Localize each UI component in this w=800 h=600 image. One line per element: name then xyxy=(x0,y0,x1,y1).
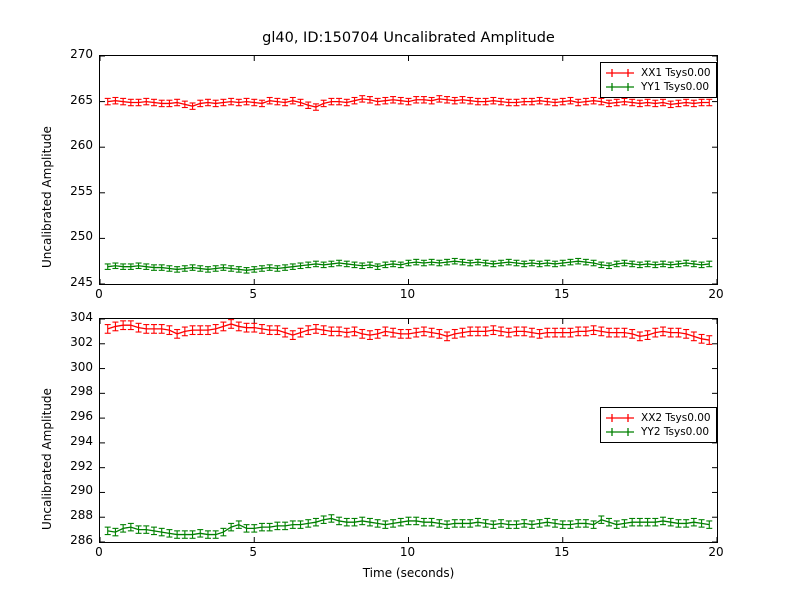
xtick-label: 5 xyxy=(249,287,258,301)
ytick-label: 290 xyxy=(70,483,93,498)
xtick-label: 10 xyxy=(399,287,416,301)
legend-key-icon xyxy=(606,414,634,422)
ytick-label: 292 xyxy=(70,458,93,473)
ytick-label: 270 xyxy=(70,47,93,61)
ytick-label: 294 xyxy=(70,433,93,448)
ytick-label: 260 xyxy=(70,138,93,153)
legend-entry: XX2 Tsys0.00 xyxy=(605,411,711,425)
page-title: gl40, ID:150704 Uncalibrated Amplitude xyxy=(262,30,555,46)
legend-entry: XX1 Tsys0.00 xyxy=(605,66,711,80)
legend-label: XX2 Tsys0.00 xyxy=(641,412,711,424)
ytick-label: 250 xyxy=(70,229,93,244)
ytick-label: 255 xyxy=(70,183,93,198)
ytick-label: 296 xyxy=(70,409,93,424)
ytick-label: 245 xyxy=(70,275,93,289)
xtick-label: 20 xyxy=(708,287,724,301)
ytick-label: 300 xyxy=(70,359,93,374)
legend-entry: YY2 Tsys0.00 xyxy=(605,425,711,439)
plot-area-top xyxy=(100,56,717,284)
legend-label: YY1 Tsys0.00 xyxy=(641,81,710,93)
series-2 xyxy=(104,257,713,274)
legend-top[interactable]: XX1 Tsys0.00 YY1 Tsys0.00 xyxy=(600,62,717,98)
ytick-label: 298 xyxy=(70,384,93,399)
legend-entry: YY1 Tsys0.00 xyxy=(605,80,711,94)
legend-bottom[interactable]: XX2 Tsys0.00 YY2 Tsys0.00 xyxy=(600,407,717,443)
series-1 xyxy=(104,95,713,111)
series-1 xyxy=(104,319,713,345)
xtick-label: 20 xyxy=(708,545,724,559)
ytick-label: 286 xyxy=(70,533,93,547)
xtick-label: 10 xyxy=(399,545,416,559)
ytick-label: 304 xyxy=(70,310,93,324)
xtick-label: 15 xyxy=(554,545,570,559)
xtick-label: 0 xyxy=(95,545,103,559)
ytick-label: 288 xyxy=(70,508,93,523)
xtick-label: 5 xyxy=(249,545,258,559)
legend-label: YY2 Tsys0.00 xyxy=(641,426,710,438)
xtick-label: 0 xyxy=(95,287,103,301)
ytick-label: 265 xyxy=(70,92,93,107)
legend-key-icon xyxy=(606,69,634,77)
ytick-label: 302 xyxy=(70,334,93,349)
plot-area-bottom xyxy=(100,319,717,542)
series-2 xyxy=(104,514,713,539)
legend-key-icon xyxy=(606,428,634,436)
xtick-label: 15 xyxy=(554,287,570,301)
legend-label: XX1 Tsys0.00 xyxy=(641,67,711,79)
axis-label-x: Time (seconds) xyxy=(362,566,455,580)
legend-key-icon xyxy=(606,83,634,91)
